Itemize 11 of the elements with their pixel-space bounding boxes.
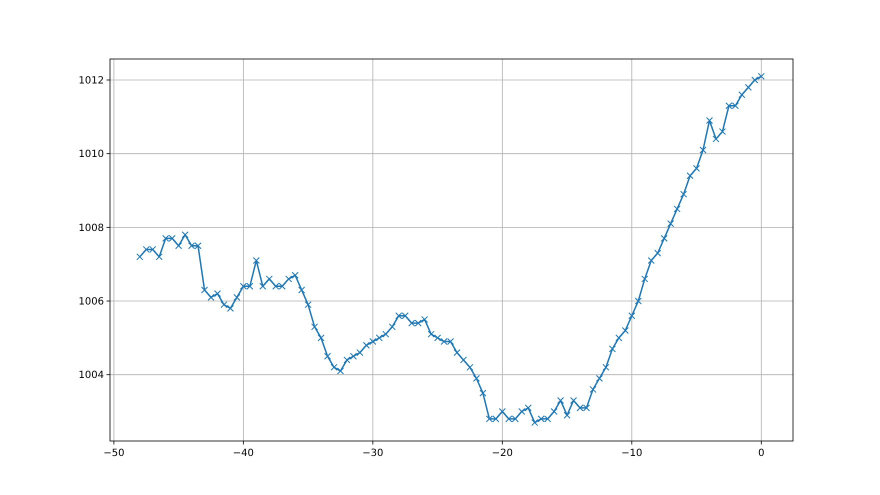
y-tick-label: 1008 [78,222,104,234]
y-tick-label: 1012 [78,75,104,86]
y-tick-label: 1010 [78,149,104,160]
x-tick-label: −40 [232,448,254,459]
x-tick-label: −10 [621,448,642,459]
x-tick-label: 0 [758,448,764,459]
x-tick-label: −30 [362,448,384,459]
y-tick-label: 1004 [78,370,104,382]
x-tick-label: −50 [103,448,124,459]
x-tick-label: −20 [492,448,513,459]
y-tick-label: 1006 [78,296,104,308]
